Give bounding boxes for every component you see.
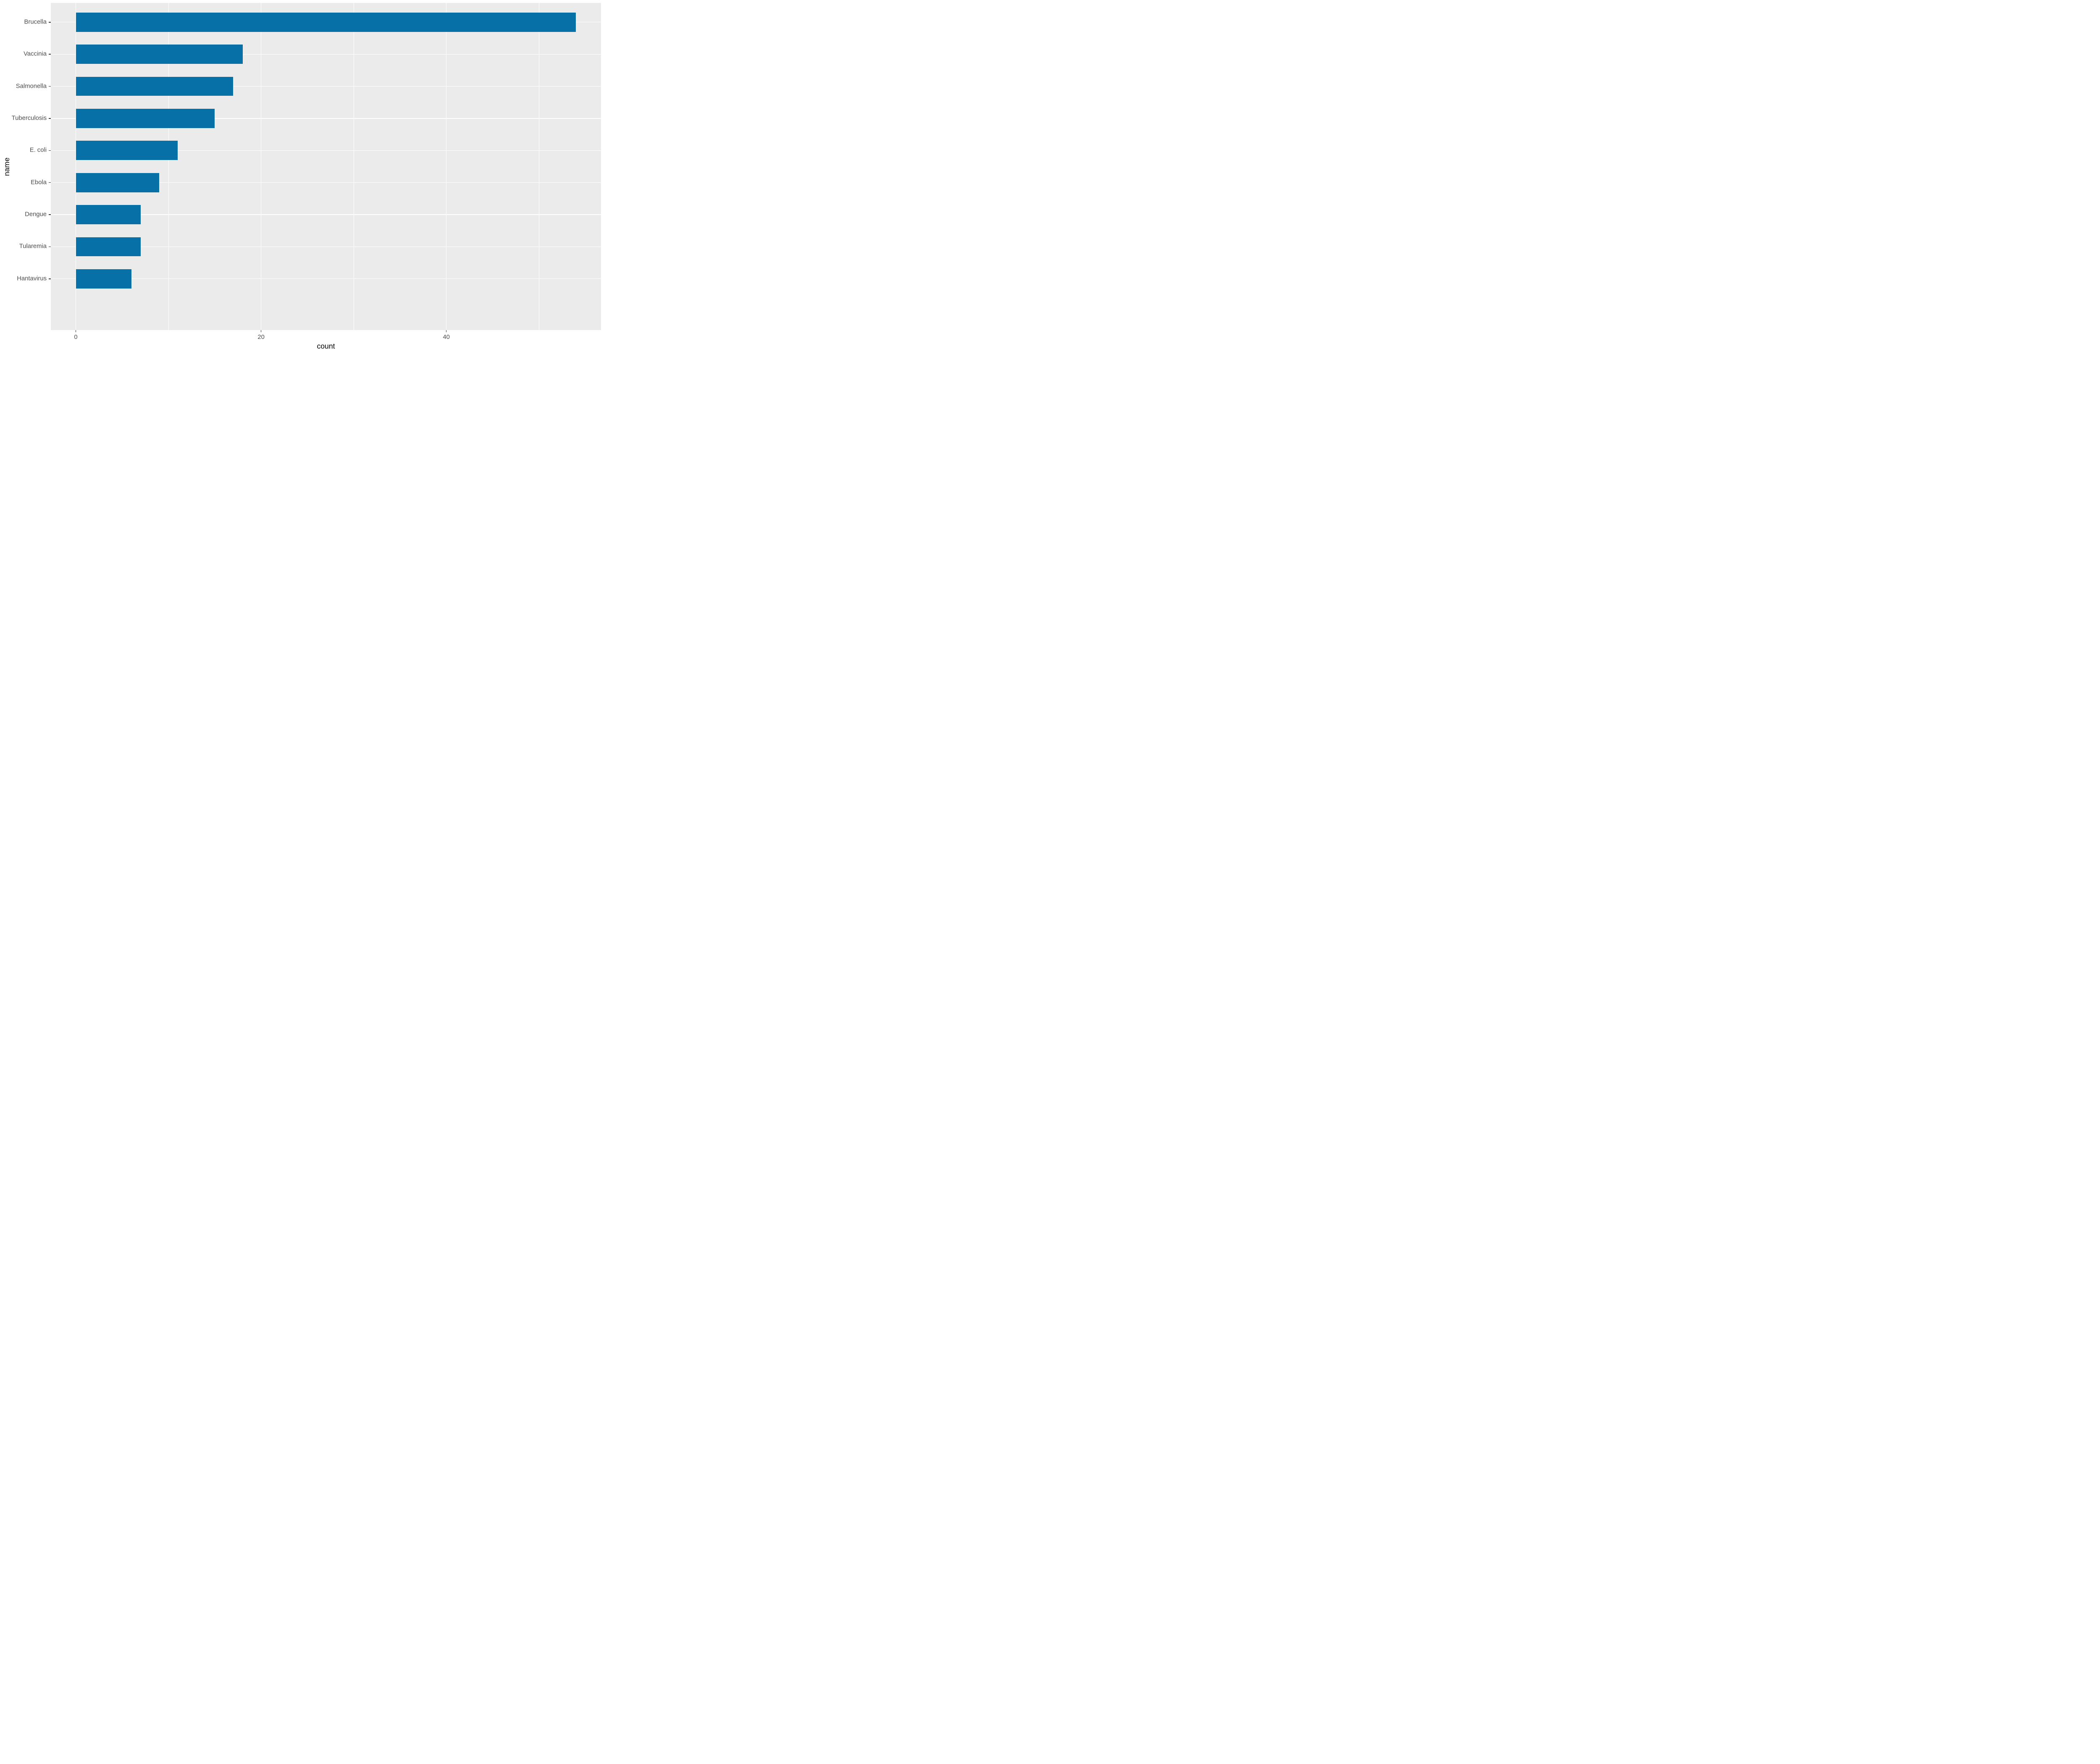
y-tick-mark-4 [49, 150, 51, 151]
gridline-row-1 [51, 54, 601, 55]
bar-chart-figure: name count 0 20 40 Brucella Vaccinia Salmonel… [0, 0, 605, 353]
major-gridline-x-40 [446, 3, 447, 330]
bar-Hantavirus [76, 269, 131, 289]
y-tick-label-0: Brucella [24, 18, 47, 26]
x-tick-label-0: 0 [74, 334, 78, 341]
x-tick-label-40: 40 [443, 334, 450, 341]
minor-gridline-x-10 [168, 3, 169, 330]
y-tick-label-2: Salmonella [16, 83, 47, 90]
y-tick-mark-5 [49, 182, 51, 183]
y-tick-label-6: Dengue [25, 211, 47, 218]
y-tick-mark-1 [49, 54, 51, 55]
y-tick-label-5: Ebola [31, 179, 47, 186]
y-tick-mark-6 [49, 214, 51, 215]
gridline-row-2 [51, 86, 601, 87]
bar-Tularemia [76, 237, 141, 257]
bar-Dengue [76, 205, 141, 224]
y-tick-mark-8 [49, 278, 51, 279]
y-tick-mark-3 [49, 118, 51, 119]
x-axis-title: count [317, 342, 335, 350]
major-gridline-x-20 [260, 3, 262, 330]
bar-Ebola [76, 173, 160, 192]
y-tick-label-8: Hantavirus [17, 275, 47, 282]
gridline-row-6 [51, 214, 601, 215]
bar-Salmonella [76, 76, 234, 96]
gridline-row-5 [51, 182, 601, 183]
gridline-row-8 [51, 278, 601, 279]
bar-Brucella [76, 12, 576, 32]
plot-panel [51, 3, 601, 330]
bar-Vaccinia [76, 45, 243, 64]
x-tick-mark-20 [260, 330, 262, 332]
y-tick-mark-0 [49, 22, 51, 23]
x-tick-mark-40 [446, 330, 447, 332]
y-tick-label-1: Vaccinia [24, 50, 47, 58]
bar-Tuberculosis [76, 109, 215, 128]
y-tick-mark-2 [49, 86, 51, 87]
y-axis-title: name [3, 157, 11, 176]
y-tick-label-3: Tuberculosis [11, 115, 47, 122]
y-tick-label-4: E. coli [29, 147, 47, 154]
bar-E. coli [76, 141, 178, 160]
y-tick-label-7: Tularemia [19, 243, 47, 250]
gridline-row-4 [51, 150, 601, 151]
x-tick-label-20: 20 [257, 334, 265, 341]
